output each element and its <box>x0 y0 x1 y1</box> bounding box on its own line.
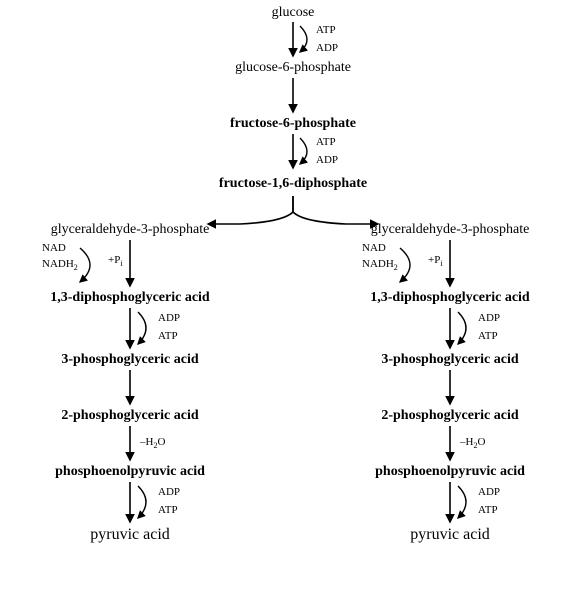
label-adp: ADP <box>316 42 338 54</box>
label-adp-2: ADP <box>316 154 338 166</box>
node-pep-right: phosphoenolpyruvic acid <box>375 464 525 480</box>
label-nadh2-right: NADH2 <box>362 258 398 272</box>
label-atp: ATP <box>316 24 336 36</box>
label-atp-right-2: ATP <box>478 504 498 516</box>
node-13bpg-right: 1,3-diphosphoglyceric acid <box>370 290 529 306</box>
label-nad-left: NAD <box>42 242 66 254</box>
node-glucose: glucose <box>272 5 315 21</box>
label-pi-right: +Pi <box>428 254 443 268</box>
node-2pg-right: 2-phosphoglyceric acid <box>381 408 518 424</box>
label-nadh2-left: NADH2 <box>42 258 78 272</box>
node-g3p-right: glyceraldehyde-3-phosphate <box>371 222 530 238</box>
node-3pg-right: 3-phosphoglyceric acid <box>381 352 518 368</box>
label-adp-left-2: ADP <box>158 486 180 498</box>
node-g6p: glucose-6-phosphate <box>235 60 351 76</box>
label-h2o-right: –H2O <box>460 436 485 450</box>
label-atp-right-1: ATP <box>478 330 498 342</box>
node-13bpg-left: 1,3-diphosphoglyceric acid <box>50 290 209 306</box>
node-pyruvate-right: pyruvic acid <box>410 526 490 544</box>
label-pi-left: +Pi <box>108 254 123 268</box>
label-h2o-left: –H2O <box>140 436 165 450</box>
label-adp-left-1: ADP <box>158 312 180 324</box>
node-3pg-left: 3-phosphoglyceric acid <box>61 352 198 368</box>
label-nad-right: NAD <box>362 242 386 254</box>
label-atp-left-2: ATP <box>158 504 178 516</box>
label-adp-right-2: ADP <box>478 486 500 498</box>
label-atp-2: ATP <box>316 136 336 148</box>
label-adp-right-1: ADP <box>478 312 500 324</box>
node-g3p-left: glyceraldehyde-3-phosphate <box>51 222 210 238</box>
node-pyruvate-left: pyruvic acid <box>90 526 170 544</box>
node-pep-left: phosphoenolpyruvic acid <box>55 464 205 480</box>
node-f6p: fructose-6-phosphate <box>230 116 356 132</box>
label-atp-left-1: ATP <box>158 330 178 342</box>
node-2pg-left: 2-phosphoglyceric acid <box>61 408 198 424</box>
node-f16bp: fructose-1,6-diphosphate <box>219 176 367 192</box>
